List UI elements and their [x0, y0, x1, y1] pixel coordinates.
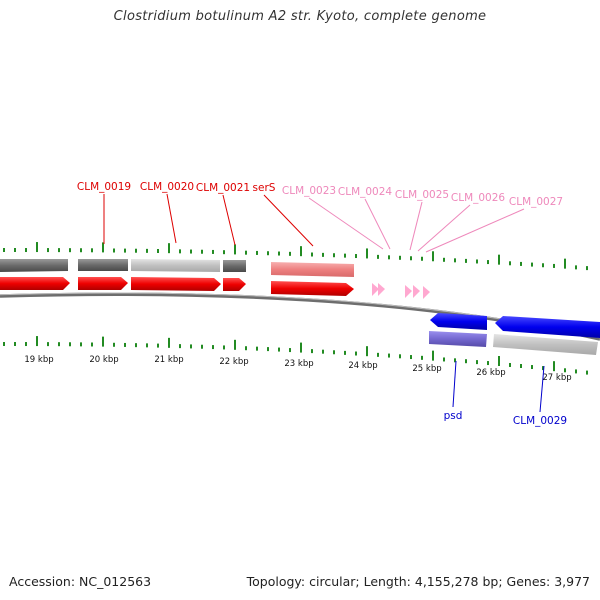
leader-line [263, 194, 314, 247]
gene-label: psd [444, 410, 463, 422]
gene-label: CLM_0025 [395, 189, 449, 201]
cds-arrow [0, 277, 70, 290]
gene-block [223, 260, 246, 272]
leader-line [417, 204, 471, 252]
gene-block [78, 259, 128, 271]
gene-block [271, 262, 354, 277]
gene-label-leaders [103, 193, 545, 413]
accession-label: Accession: NC_012563 [9, 574, 152, 589]
reverse-cds-track [430, 313, 600, 338]
cds-arrow-reverse [495, 316, 600, 338]
leader-line [539, 365, 545, 413]
tick-row-top [3, 242, 588, 271]
cds-arrow [223, 278, 246, 291]
kbp-label: 24 kbp [348, 361, 377, 371]
cds-arrow [271, 281, 354, 296]
leader-line [222, 194, 236, 246]
gene-label: CLM_0024 [338, 186, 393, 198]
gene-label: CLM_0021 [196, 182, 250, 194]
kbp-label: 19 kbp [24, 355, 53, 365]
gene-labels: CLM_0019 CLM_0020 CLM_0021 serS CLM_0023 CLM_… [77, 181, 567, 427]
tick-row-bottom [3, 336, 588, 375]
kbp-axis-labels: 19 kbp 20 kbp 21 kbp 22 kbp 23 kbp 24 kbp 25 k… [24, 355, 571, 383]
gene-label: CLM_0020 [140, 181, 194, 193]
outer-gene-track-forward [0, 259, 354, 277]
kbp-label: 26 kbp [476, 368, 505, 378]
gene-label: CLM_0023 [282, 185, 336, 197]
kbp-label: 23 kbp [284, 359, 313, 369]
rna-chevron [423, 286, 430, 299]
outer-gene-track-reverse [429, 331, 598, 355]
kbp-label: 27 kbp [542, 373, 571, 383]
rna-chevron [413, 285, 420, 298]
leader-line [409, 201, 423, 251]
cds-arrow-reverse [430, 313, 487, 330]
rna-chevron [405, 285, 412, 298]
gene-label: CLM_0026 [451, 192, 506, 204]
genome-summary-label: Topology: circular; Length: 4,155,278 bp… [246, 574, 590, 589]
gene-label: CLM_0027 [509, 196, 563, 208]
leader-line [364, 198, 391, 250]
kbp-label: 21 kbp [154, 355, 183, 365]
rna-chevron [372, 283, 379, 296]
gene-block [131, 259, 220, 272]
leader-line [452, 360, 457, 408]
cds-arrow [131, 277, 221, 291]
gene-block [493, 334, 598, 355]
gene-block [0, 259, 68, 272]
kbp-label: 20 kbp [89, 355, 118, 365]
gene-label: CLM_0029 [513, 415, 567, 427]
genome-title: Clostridium botulinum A2 str. Kyoto, com… [113, 9, 487, 24]
gene-block [429, 331, 487, 347]
gene-label: serS [253, 182, 276, 194]
leader-line [425, 208, 525, 253]
leader-line [166, 193, 177, 244]
rna-chevron [378, 283, 385, 296]
gene-label: CLM_0019 [77, 181, 131, 193]
kbp-label: 22 kbp [219, 357, 248, 367]
kbp-label: 25 kbp [412, 364, 441, 374]
cds-arrow [78, 277, 128, 290]
leader-line [308, 197, 384, 250]
forward-cds-track [0, 277, 430, 299]
